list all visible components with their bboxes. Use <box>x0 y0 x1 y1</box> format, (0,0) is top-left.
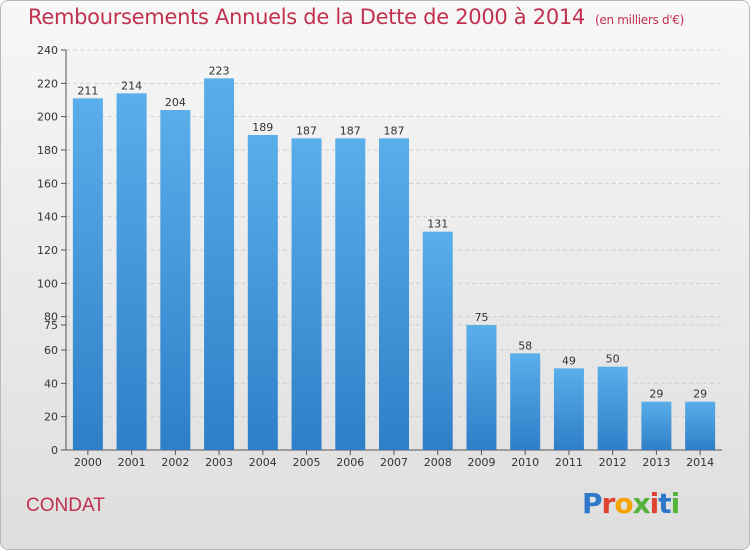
y-tick-label: 140 <box>37 211 58 224</box>
logo-letter: t <box>658 487 671 520</box>
logo-letter: x <box>632 487 651 520</box>
x-tick-label: 2011 <box>555 456 583 469</box>
logo-letter: i <box>670 487 681 520</box>
bar-value-label: 50 <box>606 353 620 366</box>
y-tick-label: 0 <box>51 444 58 457</box>
x-tick-label: 2001 <box>118 456 146 469</box>
bar <box>641 401 672 450</box>
x-tick-label: 2013 <box>642 456 670 469</box>
bar <box>379 138 409 451</box>
x-tick-label: 2008 <box>424 456 452 469</box>
x-tick-label: 2002 <box>161 456 189 469</box>
bar <box>291 138 322 451</box>
x-tick-label: 2009 <box>467 456 495 469</box>
bar <box>72 98 103 450</box>
bar-value-label: 187 <box>384 124 405 137</box>
y-tick-label: 240 <box>37 44 58 57</box>
bar <box>204 78 235 450</box>
bar-value-label: 187 <box>340 124 361 137</box>
y-tick-label: 80 <box>44 311 58 324</box>
bar-value-label: 214 <box>121 79 142 92</box>
bar <box>510 353 541 450</box>
y-tick-label: 75 <box>44 319 58 332</box>
bar <box>335 138 366 451</box>
y-tick-label: 160 <box>37 177 58 190</box>
x-tick-label: 2000 <box>74 456 102 469</box>
bar <box>160 110 191 450</box>
bar-value-label: 204 <box>165 96 186 109</box>
bar-value-label: 29 <box>693 388 707 401</box>
proxiti-logo: Proxiti <box>582 487 681 520</box>
bar <box>685 401 716 450</box>
x-tick-label: 2004 <box>249 456 277 469</box>
x-tick-label: 2005 <box>293 456 321 469</box>
bar-value-label: 131 <box>427 218 448 231</box>
bar-value-label: 58 <box>518 339 532 352</box>
y-tick-label: 200 <box>37 111 58 124</box>
bar-value-label: 189 <box>252 121 273 134</box>
y-tick-label: 100 <box>37 277 58 290</box>
logo-letter: r <box>601 487 616 520</box>
y-tick-label: 220 <box>37 77 58 90</box>
x-tick-label: 2007 <box>380 456 408 469</box>
x-tick-label: 2014 <box>686 456 714 469</box>
bar-value-label: 223 <box>209 64 230 77</box>
title-text: Remboursements Annuels de la Dette de 20… <box>28 5 585 29</box>
y-tick-label: 180 <box>37 144 58 157</box>
bar-value-label: 211 <box>77 84 98 97</box>
logo-letter: o <box>614 487 633 520</box>
town-name: CONDAT <box>26 495 105 516</box>
bar <box>553 368 584 450</box>
bar <box>597 366 628 450</box>
x-tick-label: 2010 <box>511 456 539 469</box>
x-tick-label: 2006 <box>336 456 364 469</box>
bar-value-label: 49 <box>562 354 576 367</box>
chart-title: Remboursements Annuels de la Dette de 20… <box>28 5 684 29</box>
y-tick-label: 120 <box>37 244 58 257</box>
bar <box>116 93 147 450</box>
bar <box>247 135 278 450</box>
bar <box>466 325 497 450</box>
logo-letter: i <box>649 487 660 520</box>
logo-letter: P <box>582 487 603 520</box>
x-tick-label: 2003 <box>205 456 233 469</box>
y-tick-label: 60 <box>44 344 58 357</box>
y-tick-label: 40 <box>44 377 58 390</box>
x-tick-label: 2012 <box>599 456 627 469</box>
bar-value-label: 187 <box>296 124 317 137</box>
bar <box>422 231 453 450</box>
y-tick-label: 20 <box>44 411 58 424</box>
bar-value-label: 29 <box>649 388 663 401</box>
bar-value-label: 75 <box>474 311 488 324</box>
title-unit: (en milliers d'€) <box>595 13 685 27</box>
